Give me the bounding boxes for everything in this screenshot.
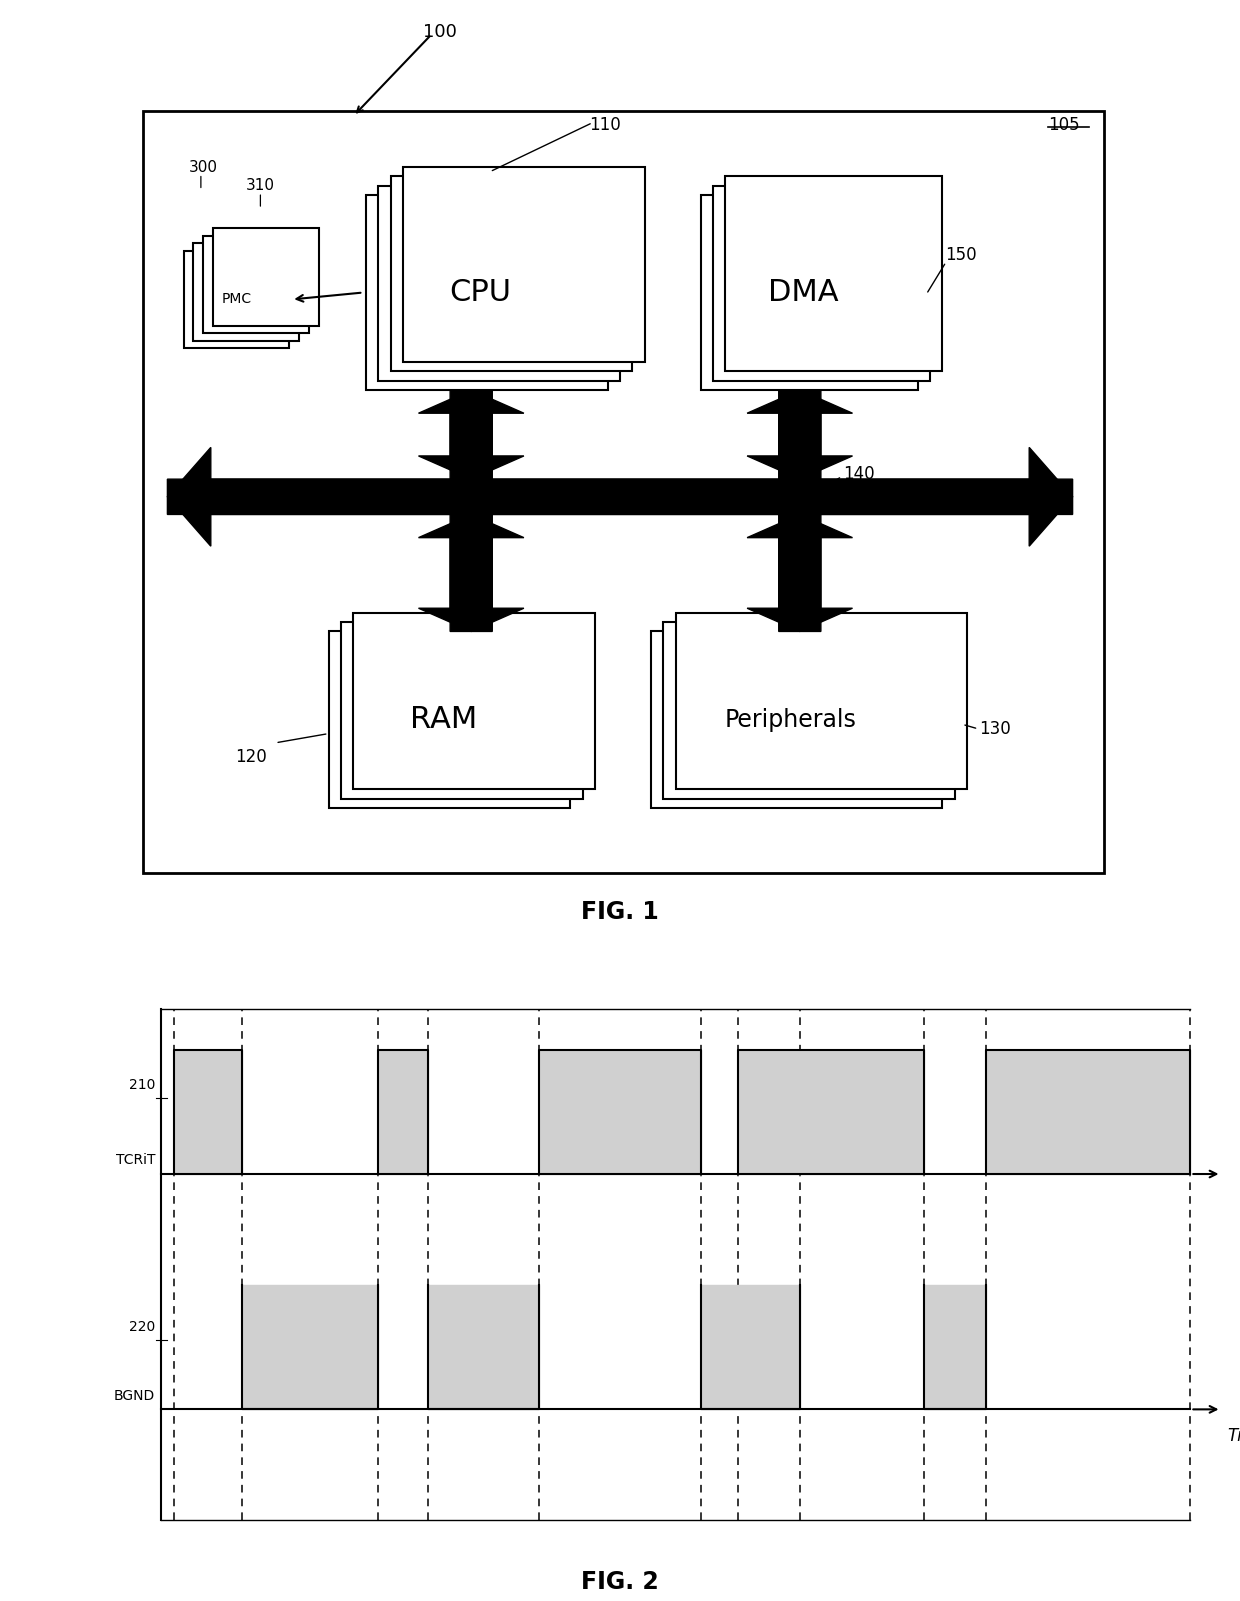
Text: Time: Time [1228,1426,1240,1446]
Bar [353,613,595,789]
Bar [213,229,319,327]
Bar [203,235,309,333]
Bar [651,631,942,809]
Bar [184,251,289,347]
Text: FIG. 1: FIG. 1 [582,900,658,924]
FancyArrow shape [746,514,853,631]
Bar [713,186,930,381]
Text: TCRiT: TCRiT [115,1153,155,1167]
Text: 310: 310 [246,178,274,194]
Text: FIG. 2: FIG. 2 [582,1571,658,1595]
FancyArrow shape [419,391,523,479]
Bar [366,195,608,391]
Text: 150: 150 [945,247,977,264]
Text: 140: 140 [843,464,875,482]
Text: RAM: RAM [409,704,477,735]
Text: PMC: PMC [221,293,252,306]
Text: BGND: BGND [114,1388,155,1402]
Bar [143,112,1104,873]
FancyArrow shape [419,391,523,479]
Bar [193,243,299,341]
FancyArrow shape [167,447,1073,546]
FancyArrow shape [746,391,853,479]
FancyArrow shape [746,391,853,479]
Text: CPU: CPU [449,279,511,307]
Text: 105: 105 [1048,115,1080,134]
Bar [391,176,632,371]
Bar [676,613,967,789]
Text: Peripherals: Peripherals [724,708,857,732]
Text: 130: 130 [980,720,1012,738]
FancyArrow shape [167,447,1073,546]
Bar [701,195,918,391]
Bar [378,186,620,381]
Text: 300: 300 [188,160,217,175]
Bar [329,631,570,809]
Bar [403,167,645,362]
Bar [725,176,942,371]
Bar [341,623,583,799]
Text: 120: 120 [234,748,267,765]
Text: 110: 110 [589,115,621,134]
FancyArrow shape [746,514,853,631]
FancyArrow shape [419,514,523,631]
Bar [663,623,955,799]
Text: 210: 210 [129,1077,155,1092]
Text: 100: 100 [423,22,458,42]
Text: DMA: DMA [768,279,838,307]
FancyArrow shape [419,514,523,631]
Text: 220: 220 [129,1319,155,1334]
